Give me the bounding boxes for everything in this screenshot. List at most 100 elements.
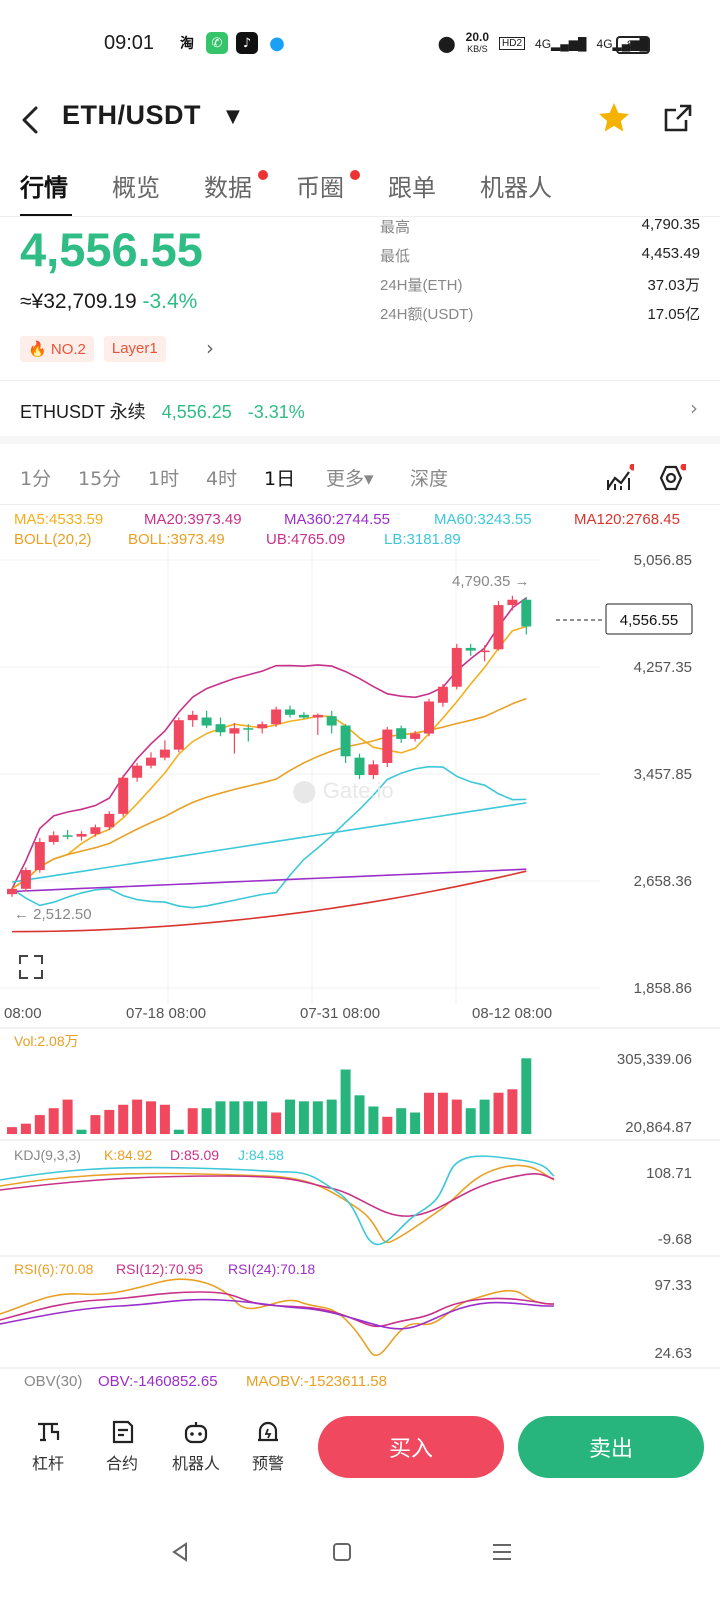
rsi12-line	[0, 1291, 555, 1328]
margin-button[interactable]: 杠杆	[18, 1418, 78, 1474]
candle	[229, 728, 240, 734]
high-marker: 4,790.35 →	[452, 573, 530, 590]
sector-tag[interactable]: Layer1	[103, 336, 166, 362]
vol-tick-top: 305,339.06	[617, 1051, 692, 1068]
volume-bar	[146, 1101, 156, 1134]
watermark-logo: ⬤ Gate.io	[292, 778, 394, 804]
rsi24-line	[0, 1298, 555, 1330]
volume-bar	[424, 1092, 434, 1134]
candle	[62, 835, 73, 837]
perp-change: -3.31%	[247, 402, 305, 422]
ma5-legend: MA5:4533.59	[14, 511, 103, 528]
current-price-label: 4,556.55	[620, 612, 678, 629]
volume-bar	[215, 1101, 226, 1134]
tab-bot[interactable]: 机器人	[480, 174, 552, 202]
ma-lines	[11, 597, 527, 933]
tab-community-dot	[350, 170, 360, 180]
nav-back-icon[interactable]	[168, 1540, 192, 1564]
candle	[437, 686, 448, 703]
candle	[271, 709, 282, 725]
favorite-star-icon[interactable]	[596, 100, 632, 136]
expand-icon[interactable]	[19, 955, 43, 979]
y-tick-label: 5,056.85	[634, 552, 692, 569]
obv-legend: OBV(30)	[24, 1373, 82, 1390]
interval-15m[interactable]: 15分	[78, 468, 122, 490]
volume-bar	[76, 1129, 87, 1134]
volume-bar	[34, 1115, 45, 1134]
volume-bar	[354, 1095, 365, 1134]
volume-bar	[285, 1099, 295, 1134]
taobao-icon: 淘	[180, 36, 194, 52]
interval-1h[interactable]: 1时	[148, 468, 180, 490]
perp-row[interactable]: ETHUSDT 永续 4,556.25 -3.31%	[20, 398, 305, 424]
perp-price: 4,556.25	[161, 402, 232, 422]
current-price-box	[605, 603, 693, 635]
kdj-tick-top: 108.71	[646, 1165, 692, 1182]
section-gap	[0, 436, 720, 444]
volume-bar	[507, 1089, 518, 1134]
pair-title[interactable]: ETH/USDT	[62, 100, 201, 130]
volume-bar	[159, 1104, 170, 1134]
volume-bar	[437, 1092, 448, 1134]
tab-market[interactable]: 行情	[20, 174, 68, 202]
net-speed-unit: KB/S	[467, 44, 488, 54]
volume-bar	[410, 1112, 421, 1134]
rsi-tick-bottom: 24.63	[654, 1345, 692, 1362]
tab-copytrade[interactable]: 跟单	[388, 174, 436, 202]
volume-bar	[118, 1104, 129, 1134]
rsi6-legend: RSI(6):70.08	[14, 1261, 94, 1277]
tags-chevron-icon[interactable]: ›	[206, 336, 214, 360]
interval-4h[interactable]: 4时	[206, 468, 238, 490]
nav-home-icon[interactable]	[330, 1540, 354, 1564]
volume-bar	[340, 1069, 351, 1134]
stat-label: 最低	[380, 248, 411, 265]
share-icon[interactable]	[662, 102, 694, 134]
bot-label: 机器人	[171, 1454, 220, 1473]
candle	[34, 841, 45, 871]
interval-more[interactable]: 更多▾	[326, 468, 374, 490]
candle	[312, 714, 323, 718]
back-icon[interactable]	[16, 100, 46, 140]
tab-overview[interactable]: 概览	[112, 174, 160, 202]
y-tick-label: 1,858.86	[634, 980, 692, 997]
signal-2-label: 4G	[596, 36, 613, 51]
interval-1m[interactable]: 1分	[20, 468, 52, 490]
candle	[187, 714, 198, 721]
x-tick-label: 08-12 08:00	[472, 1005, 552, 1022]
rank-tag[interactable]: 🔥 NO.2	[20, 336, 94, 362]
sell-button[interactable]: 卖出	[518, 1416, 704, 1478]
pair-dropdown-icon[interactable]: ▼	[226, 106, 240, 127]
last-price: 4,556.55	[20, 223, 203, 276]
ma360-line	[11, 868, 527, 893]
tab-community[interactable]: 币圈	[296, 174, 344, 202]
location-icon: ⬤	[437, 35, 456, 53]
margin-label: 杠杆	[31, 1454, 64, 1473]
buy-button[interactable]: 买入	[318, 1416, 504, 1478]
bot-button[interactable]: 机器人	[166, 1418, 226, 1474]
candle	[507, 599, 518, 606]
contract-button[interactable]: 合约	[92, 1418, 152, 1474]
stat-row: 最高 4,790.35	[380, 216, 700, 245]
interval-depth[interactable]: 深度	[410, 468, 449, 490]
interval-1d[interactable]: 1日	[264, 468, 296, 490]
tags-row[interactable]: 🔥 NO.2 Layer1	[20, 336, 166, 362]
alert-button[interactable]: 预警	[238, 1418, 298, 1474]
kline-chart[interactable]: MA5:4533.59 MA20:3973.49 MA360:2744.55 M…	[0, 504, 720, 1394]
volume-bar	[90, 1115, 101, 1134]
contract-icon	[112, 1420, 134, 1444]
perp-chevron-icon[interactable]: ›	[690, 396, 698, 420]
candles	[7, 595, 532, 897]
settings-gear-icon[interactable]	[652, 464, 686, 494]
ma360-legend: MA360:2744.55	[284, 511, 390, 528]
alert-label: 预警	[251, 1454, 284, 1473]
indicator-icon[interactable]	[604, 464, 634, 494]
candle	[493, 605, 504, 650]
net-speed-value: 20.0	[465, 30, 490, 44]
candle	[257, 724, 268, 729]
price-axis: 5,056.85 4,257.35 3,457.85 2,658.36 1,858.86	[634, 552, 692, 997]
time-axis: 08:00 07-18 08:00 07-31 08:00 08-12 08:00	[4, 1005, 552, 1022]
nav-menu-icon[interactable]	[490, 1540, 514, 1564]
x-tick-label: 08:00	[4, 1005, 42, 1022]
tab-data[interactable]: 数据	[204, 174, 252, 202]
robot-icon	[184, 1422, 208, 1444]
